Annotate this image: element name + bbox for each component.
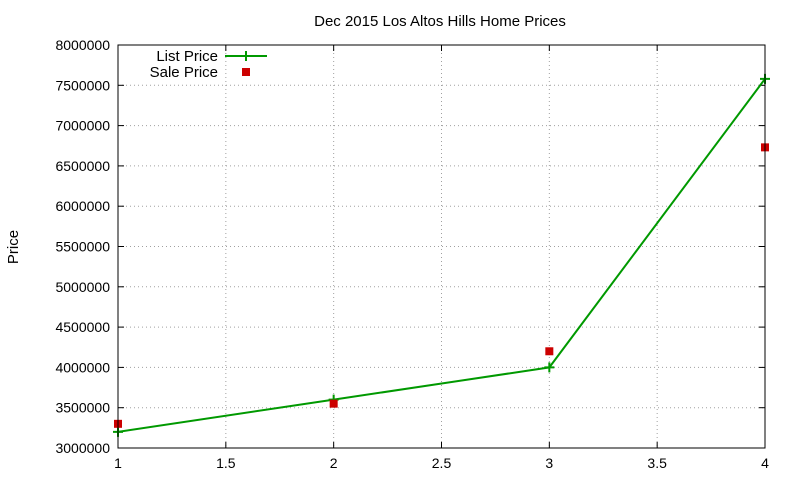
y-tick-label: 4000000 [55, 359, 110, 375]
y-tick-label: 5500000 [55, 239, 110, 255]
x-tick-label: 4 [761, 455, 769, 471]
y-axis-ticks: 3000000 3500000 4000000 4500000 5000000 55000… [55, 37, 765, 456]
list-price-line [117, 78, 766, 433]
legend-square-marker [242, 68, 250, 76]
y-tick-label: 8000000 [55, 37, 110, 53]
plot-area [113, 73, 770, 437]
y-tick-label: 6000000 [55, 198, 110, 214]
y-tick-label: 6500000 [55, 158, 110, 174]
y-tick-label: 5000000 [55, 279, 110, 295]
legend-label: List Price [156, 48, 218, 65]
y-tick-label: 3000000 [55, 440, 110, 456]
x-tick-label: 2 [330, 455, 338, 471]
chart-title: Dec 2015 Los Altos Hills Home Prices [314, 13, 566, 30]
y-tick-label: 3500000 [55, 400, 110, 416]
x-tick-label: 3 [545, 455, 553, 471]
x-tick-label: 1.5 [216, 455, 236, 471]
sale-price-point [545, 347, 554, 356]
legend-plus-marker [241, 51, 251, 61]
list-price-point [544, 362, 555, 373]
plot-frame [117, 44, 766, 449]
sale-price-point [329, 399, 338, 408]
y-tick-label: 7000000 [55, 118, 110, 134]
x-tick-label: 1 [114, 455, 122, 471]
grid [118, 45, 765, 448]
y-tick-label: 4500000 [55, 319, 110, 335]
legend-label: Sale Price [150, 64, 218, 81]
x-tick-label: 3.5 [647, 455, 667, 471]
y-tick-label: 7500000 [55, 77, 110, 93]
x-tick-label: 2.5 [432, 455, 452, 471]
y-axis-label: Price [5, 230, 22, 264]
